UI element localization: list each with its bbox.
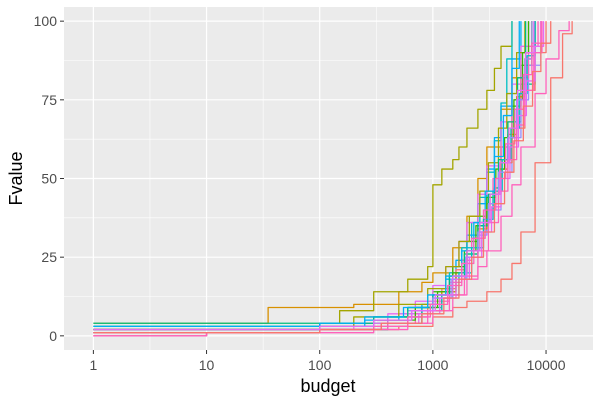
series-line xyxy=(93,21,526,331)
series-line xyxy=(93,21,513,331)
y-tick-label: 25 xyxy=(41,249,57,265)
y-tick-label: 100 xyxy=(34,13,58,29)
x-tick-label: 10 xyxy=(199,357,215,373)
x-tick-label: 1 xyxy=(89,357,97,373)
tick-labels: 1 10 100 1000 10000 0 25 50 75 100 xyxy=(34,13,566,373)
y-tick-label: 50 xyxy=(41,171,57,187)
x-axis-title: budget xyxy=(300,376,355,396)
y-tick-label: 75 xyxy=(41,92,57,108)
y-axis-title: Fvalue xyxy=(6,151,26,205)
x-tick-label: 100 xyxy=(308,357,332,373)
series-line xyxy=(93,21,552,334)
grid xyxy=(64,7,593,350)
series-layer xyxy=(93,21,573,337)
x-tick-label: 10000 xyxy=(527,357,566,373)
tick-marks xyxy=(60,20,547,354)
series-line xyxy=(93,21,535,331)
x-tick-label: 1000 xyxy=(417,357,448,373)
y-tick-label: 0 xyxy=(49,328,57,344)
